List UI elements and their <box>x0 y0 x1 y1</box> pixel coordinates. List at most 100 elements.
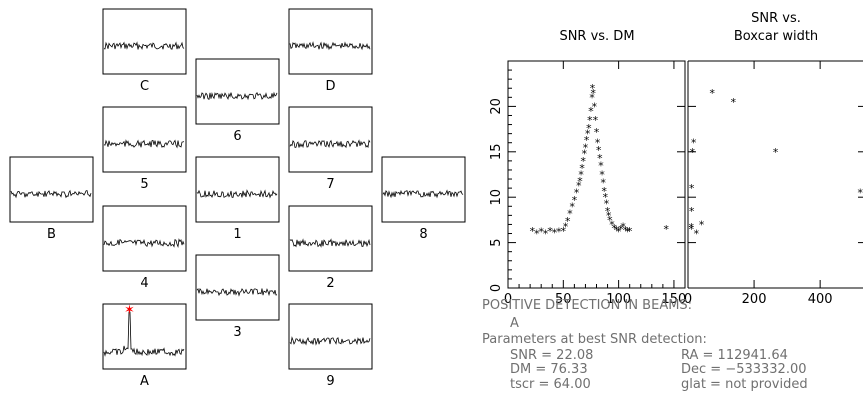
data-point: * <box>571 194 578 207</box>
data-point: * <box>587 114 594 127</box>
data-point: * <box>690 137 697 150</box>
beam-timeseries-trace <box>103 139 185 149</box>
beam-panel-c: C <box>102 8 187 94</box>
beam-label: D <box>325 79 335 94</box>
data-point: * <box>581 148 588 161</box>
data-point: * <box>595 144 602 157</box>
beam-panel-frame <box>381 156 466 223</box>
snr-vs-boxcar-title-line-1: SNR vs. <box>751 11 801 26</box>
beam-timeseries-trace <box>196 91 278 101</box>
data-point: * <box>730 96 737 109</box>
beam-panel-frame <box>195 254 280 321</box>
data-point: * <box>575 179 582 192</box>
beam-panel-a: ✶A <box>102 303 187 389</box>
beam-panel-d: D <box>288 8 373 94</box>
data-point: * <box>601 185 608 198</box>
param-ra: RA = 112941.64 <box>681 348 788 363</box>
beam-label: 5 <box>140 177 148 192</box>
data-point: * <box>599 169 606 182</box>
parameters-header: Parameters at best SNR detection: <box>482 332 707 347</box>
beam-panel-frame <box>288 303 373 370</box>
data-point: * <box>688 221 695 234</box>
data-point: * <box>533 228 540 241</box>
snr-vs-dm-title: SNR vs. DM <box>559 29 634 44</box>
beam-label: C <box>140 79 149 94</box>
beam-panel-frame <box>288 205 373 272</box>
data-point: * <box>602 191 609 204</box>
beam-panel-frame <box>288 106 373 173</box>
detection-beams: A <box>510 316 519 331</box>
data-point: * <box>597 152 604 165</box>
beam-timeseries-trace <box>289 238 371 248</box>
snr-vs-dm-plot-frame <box>507 60 686 289</box>
beam-timeseries-trace <box>103 311 185 357</box>
beam-panel-7: 7 <box>288 106 373 192</box>
beam-timeseries-trace <box>103 238 185 248</box>
data-point: * <box>626 225 633 238</box>
beam-label: A <box>140 374 149 389</box>
beam-panel-frame <box>102 106 187 173</box>
data-point: * <box>593 126 600 139</box>
beam-label: 6 <box>233 129 241 144</box>
beam-timeseries-trace <box>289 336 371 346</box>
beam-label: 8 <box>419 227 427 242</box>
beam-label: 4 <box>140 276 148 291</box>
beam-panel-3: 3 <box>195 254 280 340</box>
beam-panel-frame <box>195 58 280 125</box>
beam-panel-frame <box>9 156 94 223</box>
beam-panel-frame <box>102 205 187 272</box>
data-point: * <box>772 146 779 159</box>
data-point: * <box>589 82 596 95</box>
x-tick-label: 400 <box>808 292 833 307</box>
data-point: * <box>589 91 596 104</box>
data-point: * <box>857 187 863 200</box>
x-tick-label: 0 <box>684 292 692 307</box>
x-tick-label: 0 <box>504 292 512 307</box>
data-point: * <box>598 159 605 172</box>
beam-panel-2: 2 <box>288 205 373 291</box>
data-point: * <box>584 128 591 141</box>
y-tick-label: 20 <box>489 98 504 115</box>
data-point: * <box>620 220 627 233</box>
beam-panel-6: 6 <box>195 58 280 144</box>
data-point: * <box>604 205 611 218</box>
data-point: * <box>693 228 700 241</box>
data-point: * <box>583 134 590 147</box>
data-point: * <box>611 222 618 235</box>
beam-panel-frame <box>195 156 280 223</box>
x-tick-label: 50 <box>555 292 572 307</box>
y-tick-label: 0 <box>489 284 504 292</box>
snr-vs-boxcar-points: ************ <box>688 87 863 241</box>
beam-timeseries-trace <box>196 287 278 297</box>
data-point: * <box>609 218 616 231</box>
param-glat: glat = not provided <box>681 377 808 392</box>
beam-panel-b: B <box>9 156 94 242</box>
data-point: * <box>564 215 571 228</box>
beam-label: 2 <box>326 276 334 291</box>
data-point: * <box>556 226 563 239</box>
data-point: * <box>569 200 576 213</box>
x-tick-label: 150 <box>662 292 687 307</box>
snr-vs-boxcar-ticks: 0 200 400 <box>684 61 863 307</box>
data-point: * <box>603 198 610 211</box>
data-point: * <box>688 182 695 195</box>
y-tick-label: 15 <box>489 144 504 161</box>
beam-label: 7 <box>326 177 334 192</box>
data-point: * <box>529 225 536 238</box>
beam-panel-5: 5 <box>102 106 187 192</box>
snr-vs-boxcar-title-line-2: Boxcar width <box>734 29 818 44</box>
data-point: * <box>588 105 595 118</box>
data-point: * <box>579 162 586 175</box>
data-point: * <box>709 87 716 100</box>
beam-label: B <box>47 227 56 242</box>
beam-label: 9 <box>326 374 334 389</box>
param-dec: Dec = −533332.00 <box>681 362 807 377</box>
data-point: * <box>689 146 696 159</box>
snr-vs-boxcar-chart: SNR vs. Boxcar width 0 200 400 ***********… <box>684 11 863 307</box>
data-point: * <box>578 169 585 182</box>
beam-panel-frame <box>102 8 187 75</box>
y-tick-label: 10 <box>489 189 504 206</box>
data-point: * <box>580 155 587 168</box>
